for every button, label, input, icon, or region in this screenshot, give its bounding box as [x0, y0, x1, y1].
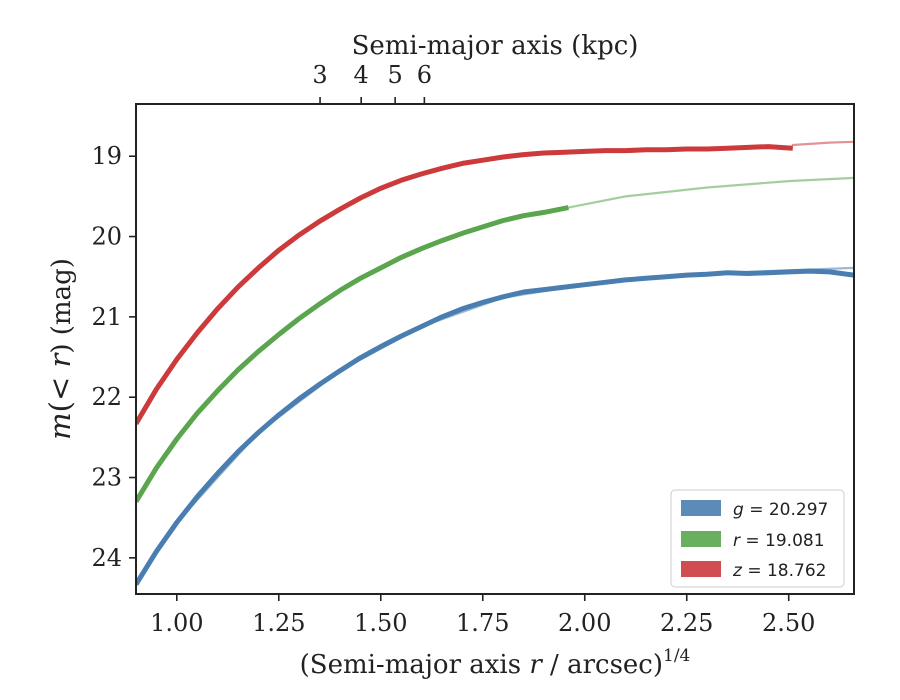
legend-var-r: r: [733, 531, 741, 551]
x-tick-label: 1.50: [354, 609, 407, 637]
profile-band-r: [136, 205, 569, 503]
top-axis-title: Semi-major axis (kpc): [352, 31, 639, 61]
legend-swatch-z: [681, 561, 721, 577]
y-axis-title-symbol: m: [43, 412, 77, 440]
y-axis-title-var: r: [43, 352, 77, 368]
y-tick-label: 19: [91, 142, 122, 170]
legend-label-z: z = 18.762: [732, 561, 826, 581]
x-axis-title-exponent: 1/4: [663, 646, 690, 666]
x-axis-title-unit: / arcsec): [542, 650, 663, 680]
legend-val-g: = 20.297: [744, 500, 829, 520]
x-axis-title-main: (Semi-major axis: [300, 650, 530, 680]
y-axis-title: m(< r) (mag): [43, 258, 77, 440]
y-axis-left: 19 20 21 22 23 24: [91, 142, 136, 572]
legend-entry-z: z = 18.762: [681, 561, 826, 581]
legend-val-r: = 19.081: [740, 531, 825, 551]
legend-label-r: r = 19.081: [733, 531, 825, 551]
x-axis-bottom: 1.00 1.25 1.50 1.75 2.00 2.25 2.50: [150, 594, 815, 637]
y-tick-label: 23: [91, 464, 122, 492]
y-axis-title-unit: ) (mag): [47, 258, 77, 354]
y-tick-label: 21: [91, 303, 122, 331]
legend-var-g: g: [733, 500, 744, 520]
legend-val-z: = 18.762: [742, 561, 827, 581]
x-tick-label: 2.00: [558, 609, 611, 637]
legend-label-g: g = 20.297: [733, 500, 828, 520]
x-axis-title-var: r: [529, 650, 543, 680]
model-curve-z: [791, 140, 854, 147]
top-tick-label: 5: [388, 61, 403, 89]
legend-swatch-r: [681, 531, 721, 547]
x-tick-label: 1.00: [150, 609, 203, 637]
profile-band-g: [136, 268, 854, 586]
legend-entry-r: r = 19.081: [681, 531, 825, 551]
legend-var-z: z: [732, 561, 743, 581]
x-tick-label: 2.25: [660, 609, 713, 637]
top-tick-label: 3: [312, 61, 327, 89]
legend-entry-g: g = 20.297: [681, 500, 828, 520]
y-axis-title-paren: (<: [43, 368, 77, 413]
profile-band-z: [136, 144, 793, 425]
y-tick-label: 22: [91, 383, 122, 411]
x-tick-label: 1.75: [456, 609, 509, 637]
top-tick-label: 6: [417, 61, 432, 89]
x-tick-label: 2.50: [762, 609, 815, 637]
legend-swatch-g: [681, 500, 721, 516]
x-tick-label: 1.25: [252, 609, 305, 637]
legend: g = 20.297 r = 19.081 z = 18.762: [670, 489, 845, 588]
model-curve-r: [567, 176, 854, 209]
top-tick-label: 4: [354, 61, 369, 89]
plot-frame: [135, 103, 855, 595]
y-tick-label: 24: [91, 544, 122, 572]
x-axis-title: (Semi-major axis r / arcsec)1/4: [300, 646, 691, 680]
series-layer: [136, 140, 854, 586]
y-tick-label: 20: [91, 223, 122, 251]
